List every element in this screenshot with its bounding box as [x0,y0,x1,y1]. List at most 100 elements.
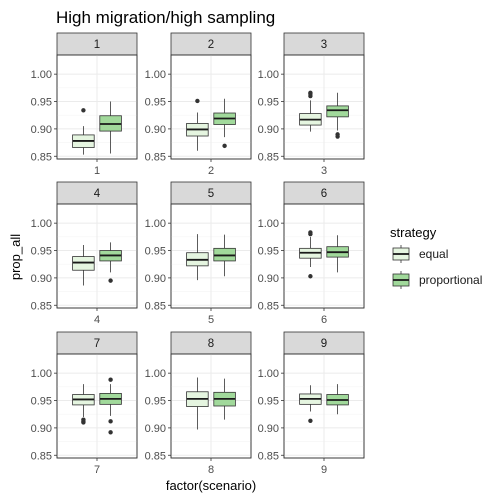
y-tick-label: 1.00 [145,368,166,380]
y-tick-label: 0.90 [31,273,52,285]
legend-title: strategy [390,225,437,240]
boxplot-proportional [213,234,236,277]
panel-5: 5 0.85 0.90 0.95 1.00 5 [145,181,252,326]
boxplot-equal [299,230,322,279]
y-tick-label: 0.90 [31,124,52,136]
boxplot-equal [72,384,95,425]
outlier-point [308,418,313,423]
boxplot-proportional [213,378,236,420]
facet-strip-label: 1 [94,39,100,51]
panel-6: 6 0.85 0.90 0.95 1.00 6 [258,181,365,326]
facet-strip-label: 9 [321,338,327,350]
facet-strip-label: 5 [208,188,214,200]
y-tick-label: 0.85 [31,450,52,462]
legend: strategy equal proportional [390,225,482,291]
y-tick-label: 0.95 [145,396,166,408]
y-tick-label: 0.85 [145,300,166,312]
legend-label: equal [419,247,448,261]
x-tick-label: 9 [321,464,327,476]
y-tick-label: 0.85 [258,151,279,163]
y-tick-label: 0.95 [145,246,166,258]
boxplot-equal [186,98,209,151]
y-tick-label: 0.85 [145,151,166,163]
facet-strip-label: 7 [94,338,100,350]
panel-4: 4 0.85 0.90 0.95 1.00 4 [31,181,138,326]
y-tick-label: 0.85 [145,450,166,462]
outlier-point [308,230,313,235]
legend-entry-proportional: proportional [390,269,482,291]
y-tick-label: 1.00 [31,218,52,230]
facet-strip-label: 3 [321,39,327,51]
facet-strip-label: 4 [94,188,101,200]
x-tick-label: 3 [321,165,327,177]
y-tick-label: 1.00 [31,69,52,81]
x-tick-label: 5 [208,314,214,326]
y-tick-label: 0.85 [258,300,279,312]
panel-7: 7 0.85 0.90 0.95 1.00 7 [31,331,138,476]
x-tick-label: 6 [321,314,327,326]
y-tick-label: 0.95 [258,246,279,258]
boxplot-proportional [99,377,122,435]
box-iqr [326,105,349,118]
boxplot-proportional [326,92,349,139]
panel-2: 2 0.85 0.90 0.95 1.00 2 [145,32,252,177]
boxplot-equal [186,234,209,281]
boxplot-proportional [326,384,349,415]
facet-strip-label: 8 [208,338,214,350]
y-tick-label: 0.90 [145,273,166,285]
boxplot-proportional [326,235,349,273]
y-tick-label: 0.90 [31,423,52,435]
outlier-point [108,419,113,424]
x-tick-label: 1 [94,165,100,177]
boxplot-equal [299,385,322,423]
panel-3: 3 0.85 0.90 0.95 1.00 3 [258,32,365,177]
boxplot-equal [72,245,95,286]
y-tick-label: 0.95 [258,97,279,109]
outlier-point [195,98,200,104]
outlier-point [335,132,340,137]
y-tick-label: 1.00 [258,368,279,380]
y-tick-label: 1.00 [31,368,52,380]
panels-group: 1 0.85 0.90 0.95 1.00 1 2 0.85 0.90 0.95 1.00 2 3 0.8… [31,32,365,476]
outlier-point [108,278,113,283]
outlier-point [108,377,113,382]
boxplot-equal [186,377,209,430]
legend-label: proportional [419,273,482,287]
boxplot-equal [299,90,322,132]
outlier-point [308,90,313,95]
y-tick-label: 0.95 [31,396,52,408]
chart-title: High migration/high sampling [56,8,275,27]
y-tick-label: 0.95 [258,396,279,408]
x-tick-label: 4 [94,314,100,326]
panel-1: 1 0.85 0.90 0.95 1.00 1 [31,32,138,177]
y-tick-label: 0.90 [258,273,279,285]
y-axis-title: prop_all [8,234,23,280]
outlier-point [108,430,113,435]
y-tick-label: 0.95 [145,97,166,109]
y-tick-label: 0.90 [258,423,279,435]
y-tick-label: 1.00 [258,69,279,81]
x-tick-label: 2 [208,165,214,177]
y-tick-label: 1.00 [145,218,166,230]
y-tick-label: 0.95 [31,97,52,109]
facet-strip-label: 6 [321,188,327,200]
panel-9: 9 0.85 0.90 0.95 1.00 9 [258,331,365,476]
legend-entry-equal: equal [390,243,448,265]
y-tick-label: 0.90 [258,124,279,136]
y-tick-label: 0.95 [31,246,52,258]
y-tick-label: 0.90 [145,423,166,435]
outlier-point [222,143,227,149]
y-tick-label: 0.85 [258,450,279,462]
outlier-point [81,108,86,113]
boxplot-proportional [99,242,122,283]
x-axis-title: factor(scenario) [166,478,256,493]
boxplot-proportional [213,98,236,149]
facet-strip-label: 2 [208,39,214,51]
y-tick-label: 0.85 [31,151,52,163]
x-tick-label: 8 [208,464,214,476]
y-tick-label: 1.00 [145,69,166,81]
y-tick-label: 1.00 [258,218,279,230]
x-tick-label: 7 [94,464,100,476]
boxplot-proportional [99,101,122,154]
